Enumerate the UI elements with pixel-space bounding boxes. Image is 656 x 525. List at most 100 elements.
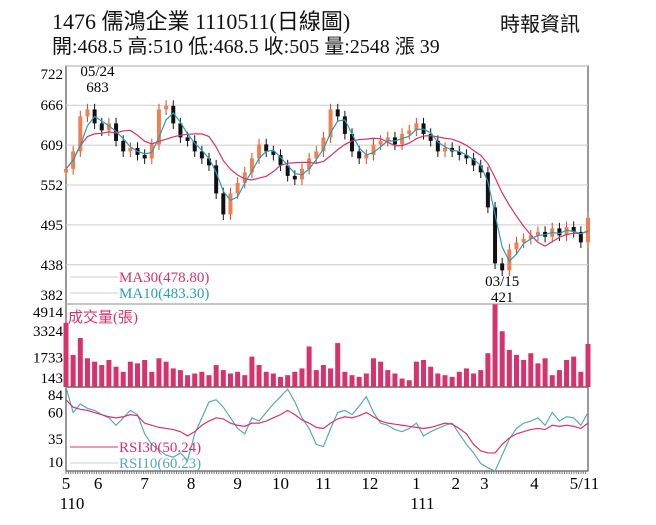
legend-rsi10: RSI10(60.23) [119,456,201,472]
volume-bar [328,368,334,387]
legend-rsi30: RSI30(50.24) [119,440,201,456]
volume-bar [149,371,155,387]
volume-bar [106,359,112,387]
x-year-label: 110 [60,494,85,513]
volume-bar [77,338,83,387]
candle-body [164,105,169,110]
volume-bar [84,358,90,387]
candle-body [99,123,104,131]
candle-body [457,151,462,155]
candle-body [228,193,233,215]
candle-body [121,140,126,152]
candle-body [485,172,490,208]
candle-body [364,154,369,159]
ohlc-summary: 開:468.5 高:510 低:468.5 收:505 量:2548 漲 39 [52,36,440,58]
volume-bar [399,378,405,387]
volume-bar [70,354,76,387]
volume-bar [120,371,126,387]
volume-bar [163,361,169,387]
candle-body [578,231,583,243]
price-tick-label: 552 [41,178,64,194]
candle-body [500,263,505,271]
candle-body [471,158,476,166]
ma10-line [65,111,589,263]
volume-bar [142,359,148,387]
volume-title: 成交量(張) [68,308,138,326]
candle-body [335,109,340,117]
volume-bar [235,371,241,387]
volume-bar [135,363,141,387]
candle-body [156,109,161,145]
volume-bar [220,370,226,387]
candle-body [192,140,197,152]
volume-bar [521,359,527,387]
volume-bar [99,365,105,387]
candle-body [214,165,219,194]
candle-body [171,105,176,124]
volume-bar [463,368,469,387]
x-tick-label: 12 [361,474,378,493]
volume-bar [535,363,541,387]
candle-body [314,151,319,159]
volume-bar [542,358,548,387]
volume-bar [406,380,412,387]
price-tick-label: 666 [41,98,64,114]
candle-body [64,168,68,173]
volume-bar [485,353,491,387]
candle-body [464,154,469,159]
volume-bar [413,361,419,387]
candle-body [106,123,111,131]
volume-tick-label: 143 [41,371,64,387]
candle-body [257,144,262,159]
volume-bar [506,349,512,387]
volume-bar [63,322,69,387]
price-tick-label: 609 [41,138,64,154]
x-tick-label: 7 [140,474,149,493]
candle-body [557,228,562,236]
volume-bar [392,373,398,387]
chart-title: 1476 儒鴻企業 1110511(日線圖) [52,9,351,34]
volume-bar [156,358,162,387]
candle-body [78,116,83,152]
volume-bar [528,353,534,387]
volume-bar [435,373,441,387]
candle-body [442,147,447,152]
x-tick-label: 11 [315,474,331,493]
volume-bar [192,373,198,387]
volume-bar [442,375,448,387]
candle-body [514,242,519,250]
x-year-label: 111 [410,494,434,513]
candle-body [185,137,190,141]
volume-bar [378,361,384,387]
volume-bar [342,371,348,387]
volume-bar [363,373,369,387]
candle-body [85,109,90,117]
candle-body [385,137,390,141]
volume-bar [313,370,319,387]
volume-bar [449,376,455,387]
volume-tick-label: 4914 [33,305,64,321]
volume-bar [263,371,269,387]
rsi10-line [65,386,589,472]
volume-bar [127,361,133,387]
price-tick-label: 495 [41,218,64,234]
candle-body [221,193,226,215]
rsi-tick-label: 60 [48,406,63,422]
volume-bar [170,368,176,387]
candle-body [142,154,147,159]
volume-bar [571,356,577,387]
volume-bar [549,375,555,387]
volume-bar [177,370,183,387]
candle-body [528,235,533,239]
price-tick-label: 438 [41,258,64,274]
volume-bar [92,361,98,387]
candle-body [428,133,433,141]
x-tick-label: 4 [530,474,539,493]
candle-body [264,144,269,152]
volume-bar [478,370,484,387]
volume-tick-label: 3324 [33,324,64,340]
legend-ma30: MA30(478.80) [119,270,209,286]
candle-body [307,158,312,169]
volume-bar [492,304,498,387]
